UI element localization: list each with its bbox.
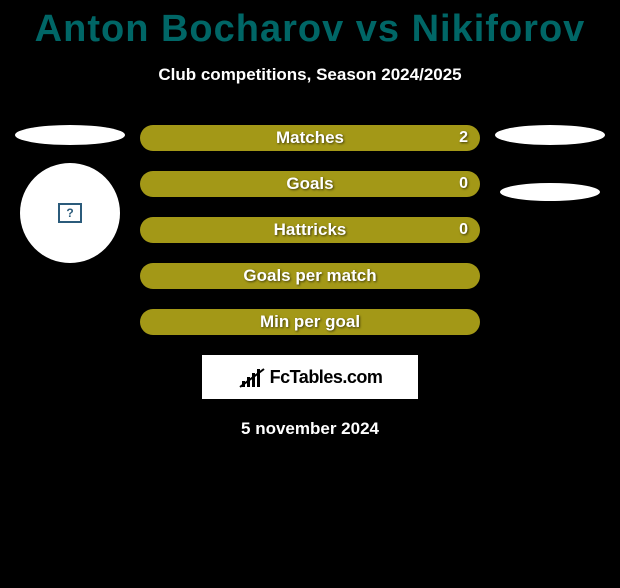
left-ellipse-1: [15, 125, 125, 145]
stat-value: 0: [459, 221, 468, 239]
subtitle: Club competitions, Season 2024/2025: [0, 65, 620, 85]
stat-label: Min per goal: [260, 312, 360, 332]
left-avatar: [20, 163, 120, 263]
logo-text: FcTables.com: [270, 367, 383, 388]
stat-row-hattricks: Hattricks 0: [140, 217, 480, 243]
right-player-col: [490, 125, 610, 211]
fctables-logo: FcTables.com: [202, 355, 418, 399]
stat-row-goals: Goals 0: [140, 171, 480, 197]
stat-label: Hattricks: [274, 220, 347, 240]
logo-chart-icon: [238, 365, 266, 389]
stat-row-min-per-goal: Min per goal: [140, 309, 480, 335]
stat-label: Goals: [286, 174, 333, 194]
left-player-col: [10, 125, 130, 263]
stats-rows: Matches 2 Goals 0 Hattricks 0 Goals per …: [140, 125, 480, 335]
page-title: Anton Bocharov vs Nikiforov: [0, 8, 620, 51]
stat-row-matches: Matches 2: [140, 125, 480, 151]
right-ellipse-2: [500, 183, 600, 201]
stat-value: 0: [459, 175, 468, 193]
right-ellipse-1: [495, 125, 605, 145]
comparison-content: Matches 2 Goals 0 Hattricks 0 Goals per …: [0, 125, 620, 439]
stat-label: Matches: [276, 128, 344, 148]
stat-label: Goals per match: [243, 266, 376, 286]
avatar-placeholder-icon: [58, 203, 82, 223]
date-text: 5 november 2024: [0, 419, 620, 439]
stat-value: 2: [459, 129, 468, 147]
stat-row-goals-per-match: Goals per match: [140, 263, 480, 289]
